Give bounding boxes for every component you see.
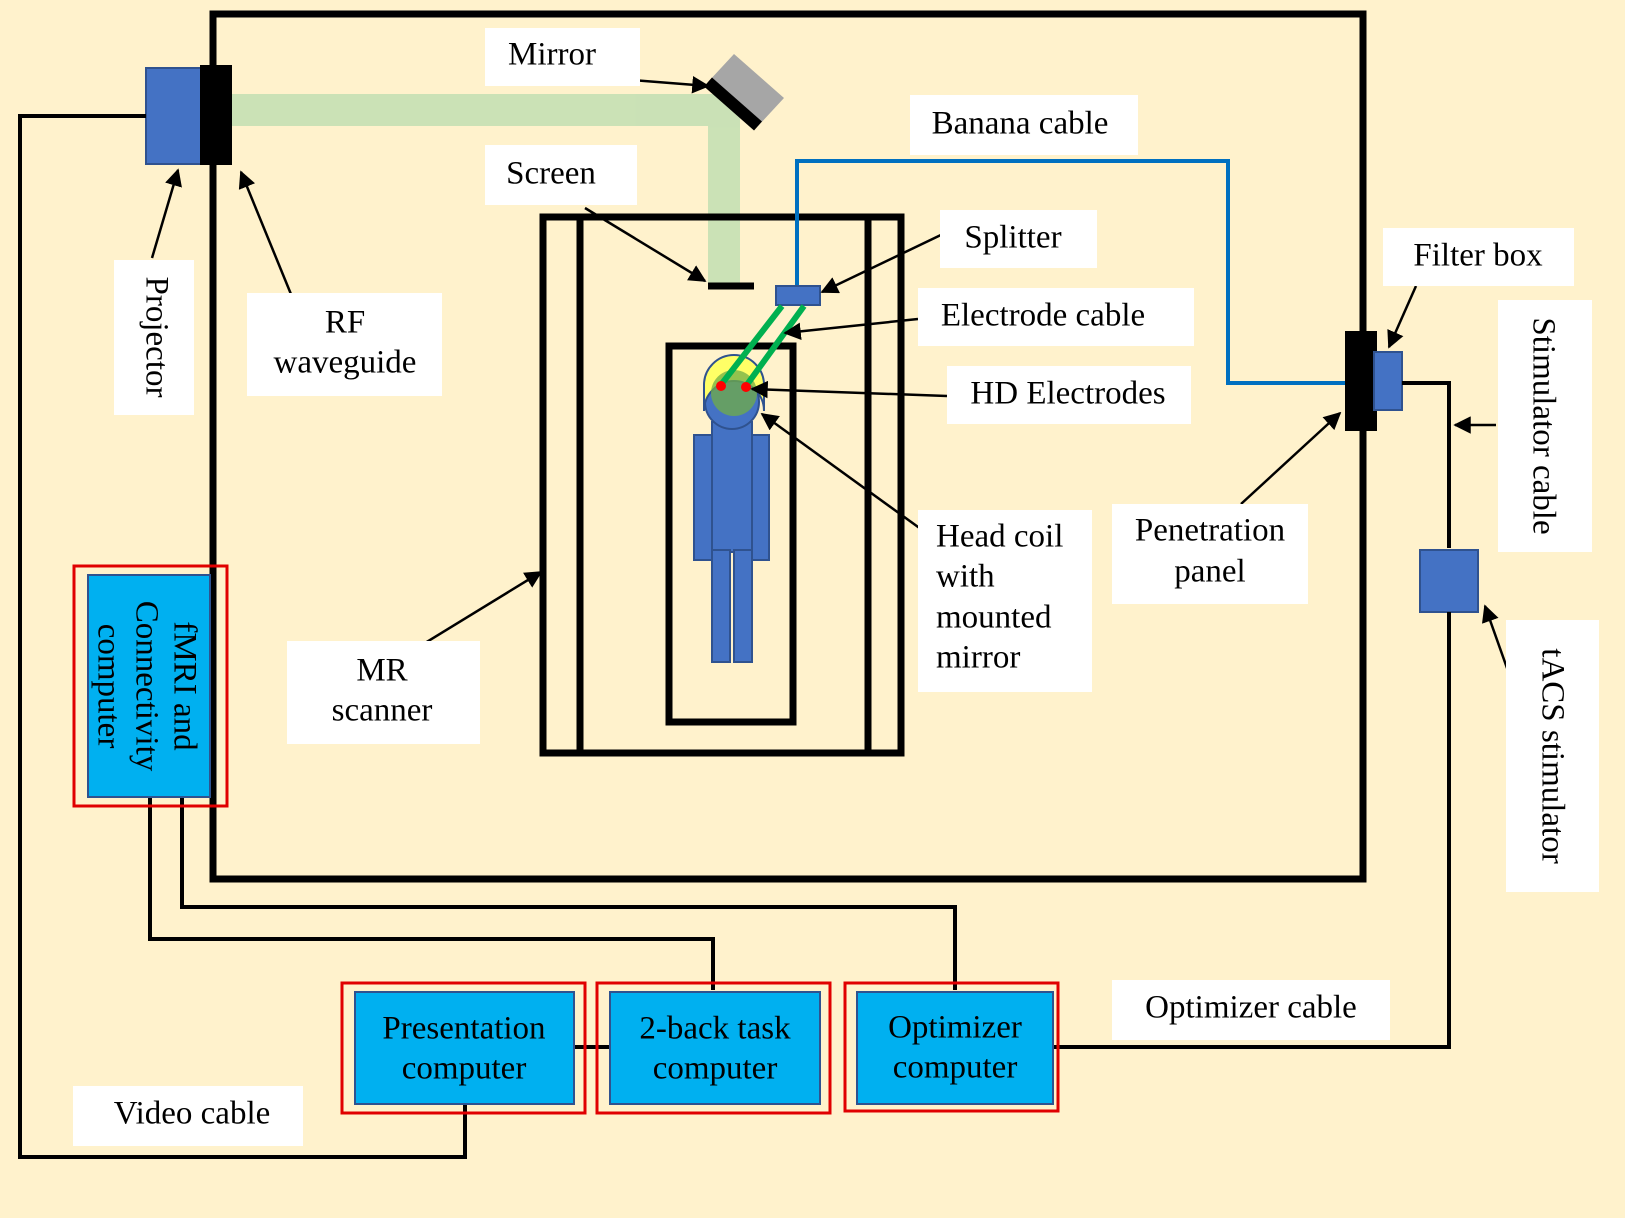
twoback-computer-label-1: 2-back task [639,1011,791,1047]
fmri-computer-label-2: Connectivity [128,601,164,772]
scanner-room-wall [209,10,1367,883]
filter-box-icon [1373,351,1403,411]
twoback-computer: 2-back task computer [609,991,821,1105]
rf-waveguide-label-2: waveguide [274,345,417,381]
mirror-icon [704,54,784,131]
tacs-stimulator-icon [1419,549,1479,613]
optimizer-computer-highlight [843,981,1060,1113]
fmri-computer-label-1: fMRI and [166,621,202,751]
presentation-computer: Presentation computer [354,991,575,1105]
rf-waveguide-icon [200,65,232,165]
projector-label: Projector [138,277,174,398]
penetration-panel-label-1: Penetration [1135,513,1285,549]
splitter-icon [775,285,821,306]
twoback-computer-label-2: computer [653,1051,778,1087]
optimizer-computer: Optimizer computer [856,991,1054,1105]
stimulator-cable-label: Stimulator cable [1525,317,1561,534]
mr-scanner-label-2: scanner [332,693,433,729]
head-coil-label-4: mirror [936,640,1020,676]
optimizer-cable-label: Optimizer cable [1145,990,1357,1026]
filter-box-label: Filter box [1413,238,1543,274]
hd-electrodes-icon [716,381,751,392]
mr-scanner-icon [539,213,905,757]
head-coil-label-3: mounted [936,600,1052,636]
pointer-arrows [150,75,1526,717]
subject-figure [693,374,770,663]
fmri-computer-label-3: computer [90,624,126,749]
electrode-cable-line [717,304,807,388]
optimizer-computer-label-2: computer [893,1050,1018,1086]
video-cable-line [18,114,467,1159]
optimizer-cable-line [1053,612,1451,1049]
projector-icon [145,67,207,165]
twoback-computer-highlight [595,981,832,1115]
presentation-computer-label-1: Presentation [382,1011,545,1047]
presentation-computer-label-2: computer [402,1051,527,1087]
fmri-to-optimizer-cable [180,795,957,990]
stimulator-cable-line [1402,381,1451,548]
hd-electrodes-label: HD Electrodes [970,376,1165,412]
optimizer-computer-label-1: Optimizer [888,1010,1022,1046]
rf-waveguide-label-1: RF [325,305,365,341]
head-coil-label-2: with [936,559,995,595]
banana-cable-label: Banana cable [932,106,1109,142]
fmri-computer: fMRI and Connectivity computer [87,574,211,798]
presentation-computer-highlight [340,981,587,1115]
banana-cable-line [795,159,1345,385]
tacs-stimulator-label: tACS stimulator [1534,648,1570,863]
mr-scanner-label-1: MR [356,653,407,689]
fmri-to-2back-cable [148,795,715,990]
label-boxes [73,28,1599,1146]
projection-light-path [232,94,740,284]
fmri-computer-highlight [72,564,229,808]
head-coil-label-1: Head coil [936,519,1063,555]
penetration-panel-icon [1345,331,1377,431]
mirror-label: Mirror [508,37,596,73]
splitter-label: Splitter [964,220,1061,256]
penetration-panel-label-2: panel [1174,554,1245,590]
electrode-cable-label: Electrode cable [941,298,1145,334]
video-cable-label: Video cable [114,1096,271,1132]
screen-label: Screen [506,156,596,192]
